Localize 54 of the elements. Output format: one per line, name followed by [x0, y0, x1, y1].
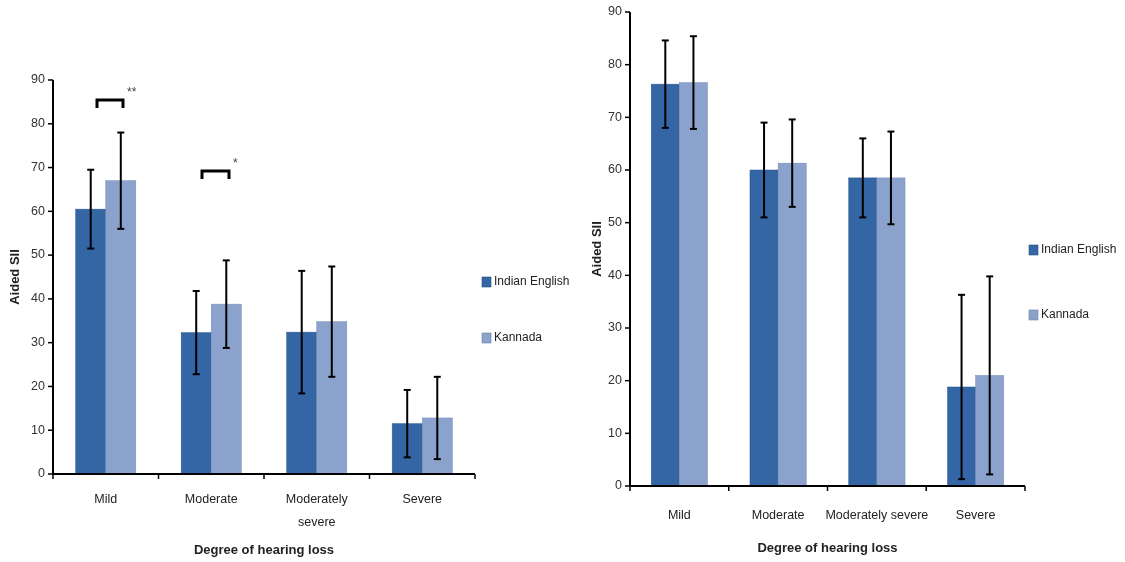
x-tick-label: Moderately severe [825, 508, 929, 523]
y-tick-label: 60 [608, 162, 623, 177]
bar [180, 332, 212, 475]
y-tick-label: 60 [31, 203, 46, 218]
annotation: * [233, 156, 238, 170]
y-tick-label: 70 [608, 109, 623, 124]
y-tick-label: 0 [615, 478, 623, 493]
bar [848, 177, 878, 487]
y-tick-label: 20 [31, 378, 46, 393]
y-axis-title: Aided SII [589, 221, 605, 277]
legend-label: Indian English [494, 274, 570, 289]
bar [211, 303, 242, 475]
y-tick-label: 90 [31, 72, 46, 87]
y-tick-label: 40 [608, 267, 623, 282]
x-tick-label: Mild [667, 508, 691, 523]
annotation: ** [127, 85, 137, 99]
y-tick-label: 30 [608, 320, 623, 335]
y-tick-label: 80 [31, 116, 46, 131]
legend-label: Kannada [1041, 307, 1090, 322]
y-tick-label: 20 [608, 372, 623, 387]
y-tick-label: 50 [608, 214, 623, 229]
bar [391, 423, 423, 475]
bar [679, 82, 708, 487]
y-tick-label: 70 [31, 159, 46, 174]
bar [975, 375, 1005, 487]
y-tick-label: 10 [31, 422, 46, 437]
bar [75, 208, 106, 475]
x-tick-label: Moderate [751, 508, 805, 523]
x-tick-label: Severe [402, 492, 443, 507]
y-tick-label: 30 [31, 334, 46, 349]
bar [422, 417, 453, 475]
y-tick-label: 50 [31, 247, 46, 262]
bar [286, 331, 317, 475]
legend-label: Indian English [1041, 242, 1117, 257]
bar [947, 386, 976, 487]
y-axis-title: Aided SII [7, 249, 23, 305]
legend-label: Kannada [494, 330, 543, 345]
bar [749, 169, 779, 487]
x-axis-title: Degree of hearing loss [193, 542, 335, 558]
y-tick-label: 80 [608, 56, 623, 71]
y-tick-label: 40 [31, 291, 46, 306]
y-tick-label: 10 [608, 425, 623, 440]
x-tick-label: Mild [94, 492, 118, 507]
bar [105, 180, 137, 475]
bar [650, 83, 680, 487]
bar [316, 321, 348, 475]
x-tick-label: Moderate [184, 492, 238, 507]
bar [876, 177, 906, 487]
y-tick-label: 90 [608, 4, 623, 19]
x-axis-title: Degree of hearing loss [757, 540, 898, 556]
x-tick-label: Severe [955, 508, 996, 523]
y-tick-label: 0 [38, 466, 46, 481]
x-tick-label: Moderately severe [285, 492, 349, 530]
bar [777, 162, 807, 487]
